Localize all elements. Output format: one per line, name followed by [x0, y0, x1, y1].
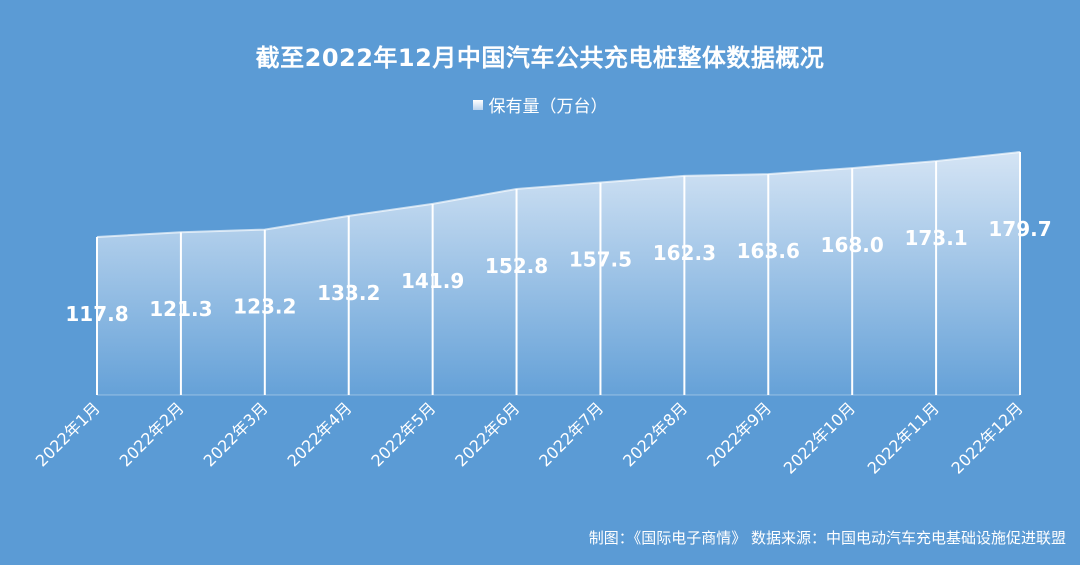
data-label: 123.2 [233, 295, 296, 319]
series-line [96, 151, 1021, 238]
x-tick-label: 2022年9月 [703, 398, 775, 470]
data-label: 157.5 [569, 247, 632, 271]
data-label: 168.0 [821, 233, 884, 257]
series-area [97, 152, 1020, 395]
x-tick-label: 2022年12月 [948, 398, 1027, 477]
data-label: 162.3 [653, 241, 716, 265]
data-label: 121.3 [149, 297, 212, 321]
data-label: 117.8 [65, 302, 128, 326]
source-note: 制图：《国际电子商情》 数据来源：中国电动汽车充电基础设施促进联盟 [588, 529, 1066, 547]
data-label: 179.7 [988, 217, 1051, 241]
data-label: 152.8 [485, 254, 548, 278]
x-tick-label: 2022年4月 [283, 398, 355, 470]
x-tick-label: 2022年1月 [32, 398, 104, 470]
x-tick-label: 2022年5月 [367, 398, 439, 470]
data-label: 133.2 [317, 281, 380, 305]
data-label: 173.1 [904, 226, 967, 250]
x-tick-label: 2022年10月 [780, 398, 859, 477]
x-tick-label: 2022年3月 [200, 398, 272, 470]
x-tick-label: 2022年2月 [116, 398, 188, 470]
data-label: 163.6 [737, 239, 800, 263]
data-label: 141.9 [401, 269, 464, 293]
x-tick-label: 2022年11月 [864, 398, 943, 477]
x-tick-label: 2022年8月 [619, 398, 691, 470]
legend-swatch [472, 100, 483, 110]
x-tick-label: 2022年6月 [451, 398, 523, 470]
legend-label: 保有量（万台） [488, 97, 608, 117]
chart-title: 截至2022年12月中国汽车公共充电桩整体数据概况 [255, 44, 825, 72]
x-tick-label: 2022年7月 [535, 398, 607, 470]
legend: 保有量（万台） [0, 92, 1080, 117]
